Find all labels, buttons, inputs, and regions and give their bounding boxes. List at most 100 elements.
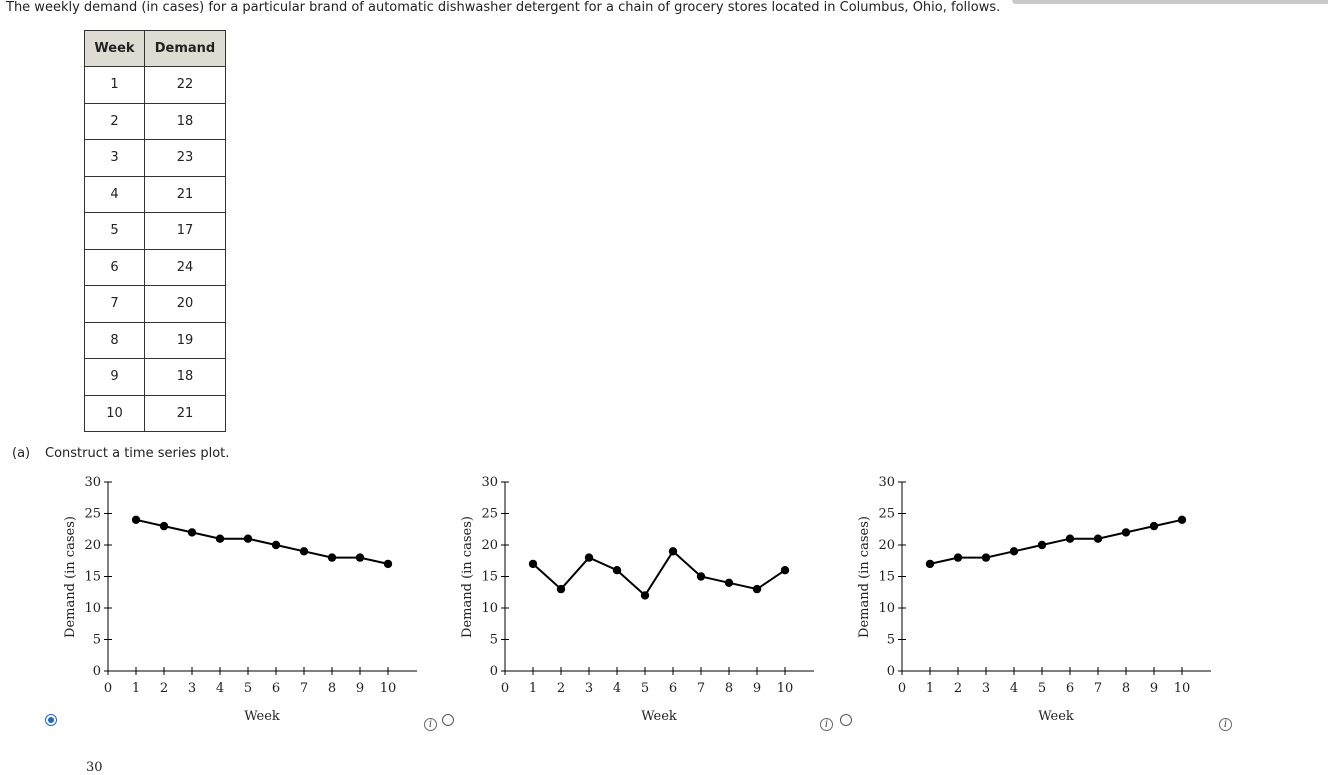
y-axis-label: Demand (in cases) — [857, 516, 872, 638]
demand-cell: 18 — [144, 358, 226, 396]
part-a-prompt: (a) Construct a time series plot. — [12, 446, 229, 461]
y-tick-label: 5 — [490, 633, 498, 648]
x-tick-label: 10 — [1174, 681, 1191, 696]
week-cell: 8 — [84, 321, 145, 359]
demand-cell: 18 — [144, 102, 226, 140]
table-row: 10 21 — [84, 394, 226, 432]
x-tick-label: 8 — [725, 681, 733, 696]
y-tick-label: 30 — [878, 475, 895, 490]
data-point — [724, 578, 734, 587]
demand-cell: 22 — [144, 66, 226, 104]
data-point — [1009, 547, 1019, 556]
x-tick-label: 7 — [300, 681, 308, 696]
week-cell: 10 — [84, 394, 145, 432]
data-point — [131, 515, 141, 524]
series-line — [929, 518, 1183, 565]
y-tick-label: 5 — [93, 633, 101, 648]
y-tick-label: 15 — [878, 570, 895, 585]
y-tick-label: 15 — [84, 570, 101, 585]
option-1-info-icon[interactable]: i — [424, 718, 437, 731]
data-point — [780, 566, 790, 575]
data-point — [752, 584, 762, 594]
week-column-header: Week — [84, 30, 145, 67]
x-tick-label: 6 — [1066, 681, 1074, 696]
week-cell: 1 — [84, 66, 145, 104]
x-tick-label: 7 — [697, 681, 705, 696]
y-tick-label: 20 — [878, 538, 895, 553]
x-tick-label: 3 — [585, 681, 593, 696]
y-tick-label: 15 — [481, 570, 498, 585]
data-point — [1121, 528, 1131, 537]
data-point — [696, 572, 706, 581]
data-point — [584, 553, 594, 562]
x-tick-label: 9 — [1150, 681, 1158, 696]
y-tick-label: 0 — [490, 664, 498, 679]
table-header-row: Week Demand — [84, 30, 226, 67]
x-tick-label: 1 — [529, 681, 537, 696]
data-point — [383, 559, 393, 569]
data-point — [1065, 534, 1075, 543]
x-tick-label: 2 — [557, 681, 565, 696]
table-row: 5 17 — [84, 212, 226, 250]
x-tick-label: 0 — [501, 681, 509, 696]
data-point — [981, 553, 991, 562]
x-tick-label: 1 — [926, 681, 934, 696]
y-tick-label: 20 — [84, 538, 101, 553]
data-point — [1177, 515, 1187, 524]
y-axis-label: Demand (in cases) — [460, 516, 475, 638]
y-tick-label: 20 — [481, 538, 498, 553]
data-point — [159, 521, 169, 531]
x-tick-label: 7 — [1094, 681, 1102, 696]
option-3-radio[interactable] — [840, 714, 852, 726]
x-tick-label: 10 — [380, 681, 397, 696]
x-tick-label: 2 — [160, 681, 168, 696]
x-tick-label: 6 — [272, 681, 280, 696]
data-point — [612, 566, 622, 575]
data-point — [355, 553, 365, 562]
data-point — [299, 547, 309, 556]
series-line — [135, 518, 389, 565]
demand-cell: 24 — [144, 248, 226, 286]
x-tick-label: 5 — [1038, 681, 1046, 696]
x-tick-label: 8 — [1122, 681, 1130, 696]
x-tick-label: 4 — [613, 681, 621, 696]
demand-cell: 23 — [144, 139, 226, 177]
problem-intro: The weekly demand (in cases) for a parti… — [6, 0, 1001, 15]
y-tick-label: 30 — [84, 475, 101, 490]
week-cell: 9 — [84, 358, 145, 396]
data-point — [640, 591, 650, 600]
table-row: 8 19 — [84, 321, 226, 359]
table-row: 9 18 — [84, 358, 226, 396]
y-tick-label: 10 — [481, 601, 498, 616]
x-tick-label: 4 — [216, 681, 224, 696]
option-3-info-icon[interactable]: i — [1219, 718, 1232, 731]
x-tick-label: 9 — [753, 681, 761, 696]
y-axis-label: Demand (in cases) — [63, 516, 78, 638]
part-a-label: (a) — [12, 446, 31, 461]
week-cell: 3 — [84, 139, 145, 177]
demand-cell: 21 — [144, 394, 226, 432]
data-point — [556, 584, 566, 594]
x-tick-label: 0 — [104, 681, 112, 696]
x-tick-label: 6 — [669, 681, 677, 696]
y-tick-label: 0 — [887, 664, 895, 679]
demand-cell: 19 — [144, 321, 226, 359]
data-point — [187, 528, 197, 537]
demand-cell: 20 — [144, 285, 226, 323]
option-2-radio[interactable] — [442, 714, 454, 726]
y-tick-label: 0 — [93, 664, 101, 679]
option-2-info-icon[interactable]: i — [820, 718, 833, 731]
week-cell: 7 — [84, 285, 145, 323]
top-scroll-bar — [1012, 0, 1328, 4]
option-1-radio[interactable] — [45, 714, 57, 726]
x-tick-label: 8 — [328, 681, 336, 696]
y-tick-label: 25 — [878, 507, 895, 522]
demand-cell: 21 — [144, 175, 226, 213]
x-tick-label: 5 — [641, 681, 649, 696]
x-tick-label: 9 — [356, 681, 364, 696]
time-series-plot-option-2: 0 5 10 15 20 25 30 0 1 2 3 4 5 6 7 8 9 10 Week Demand (in c… — [460, 475, 814, 724]
week-cell: 2 — [84, 102, 145, 140]
x-tick-label: 4 — [1010, 681, 1018, 696]
x-axis-label: Week — [1038, 709, 1074, 724]
x-tick-label: 10 — [777, 681, 794, 696]
